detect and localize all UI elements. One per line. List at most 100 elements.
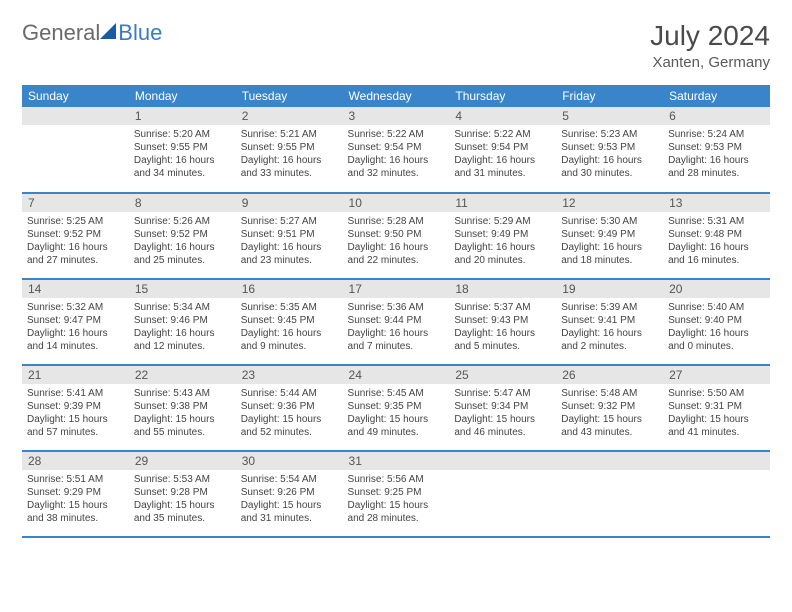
daylight-text: Daylight: 15 hours and 35 minutes. xyxy=(134,499,231,525)
weekday-sunday: Sunday xyxy=(22,85,129,107)
sunset-text: Sunset: 9:52 PM xyxy=(27,228,124,241)
day-info: Sunrise: 5:22 AMSunset: 9:54 PMDaylight:… xyxy=(343,125,450,185)
day-info: Sunrise: 5:41 AMSunset: 9:39 PMDaylight:… xyxy=(22,384,129,444)
day-number: 15 xyxy=(129,280,236,298)
daylight-text: Daylight: 16 hours and 28 minutes. xyxy=(668,154,765,180)
sunrise-text: Sunrise: 5:50 AM xyxy=(668,387,765,400)
sunset-text: Sunset: 9:55 PM xyxy=(134,141,231,154)
day-number: 6 xyxy=(663,107,770,125)
sunrise-text: Sunrise: 5:37 AM xyxy=(454,301,551,314)
sunset-text: Sunset: 9:50 PM xyxy=(348,228,445,241)
calendar-cell: 28Sunrise: 5:51 AMSunset: 9:29 PMDayligh… xyxy=(22,451,129,537)
sunset-text: Sunset: 9:45 PM xyxy=(241,314,338,327)
daylight-text: Daylight: 15 hours and 38 minutes. xyxy=(27,499,124,525)
day-info: Sunrise: 5:36 AMSunset: 9:44 PMDaylight:… xyxy=(343,298,450,358)
calendar-week-row: 28Sunrise: 5:51 AMSunset: 9:29 PMDayligh… xyxy=(22,451,770,537)
logo-text-blue: Blue xyxy=(118,20,162,46)
day-info: Sunrise: 5:39 AMSunset: 9:41 PMDaylight:… xyxy=(556,298,663,358)
sunrise-text: Sunrise: 5:22 AM xyxy=(348,128,445,141)
calendar-week-row: 21Sunrise: 5:41 AMSunset: 9:39 PMDayligh… xyxy=(22,365,770,451)
header: General Blue July 2024 Xanten, Germany xyxy=(22,20,770,71)
weekday-monday: Monday xyxy=(129,85,236,107)
day-number: 23 xyxy=(236,366,343,384)
sunrise-text: Sunrise: 5:41 AM xyxy=(27,387,124,400)
day-number: 12 xyxy=(556,194,663,212)
day-info: Sunrise: 5:54 AMSunset: 9:26 PMDaylight:… xyxy=(236,470,343,530)
calendar-cell: 17Sunrise: 5:36 AMSunset: 9:44 PMDayligh… xyxy=(343,279,450,365)
day-number: 27 xyxy=(663,366,770,384)
title-block: July 2024 Xanten, Germany xyxy=(650,20,770,71)
sunrise-text: Sunrise: 5:53 AM xyxy=(134,473,231,486)
calendar-cell xyxy=(556,451,663,537)
day-number: 29 xyxy=(129,452,236,470)
day-info: Sunrise: 5:44 AMSunset: 9:36 PMDaylight:… xyxy=(236,384,343,444)
calendar-cell: 5Sunrise: 5:23 AMSunset: 9:53 PMDaylight… xyxy=(556,107,663,193)
sunset-text: Sunset: 9:39 PM xyxy=(27,400,124,413)
day-number: 17 xyxy=(343,280,450,298)
weekday-thursday: Thursday xyxy=(449,85,556,107)
calendar-cell: 7Sunrise: 5:25 AMSunset: 9:52 PMDaylight… xyxy=(22,193,129,279)
calendar-cell: 13Sunrise: 5:31 AMSunset: 9:48 PMDayligh… xyxy=(663,193,770,279)
sunset-text: Sunset: 9:44 PM xyxy=(348,314,445,327)
day-number: 5 xyxy=(556,107,663,125)
sunset-text: Sunset: 9:26 PM xyxy=(241,486,338,499)
calendar-head: Sunday Monday Tuesday Wednesday Thursday… xyxy=(22,85,770,107)
calendar-cell: 4Sunrise: 5:22 AMSunset: 9:54 PMDaylight… xyxy=(449,107,556,193)
sunset-text: Sunset: 9:52 PM xyxy=(134,228,231,241)
sunset-text: Sunset: 9:43 PM xyxy=(454,314,551,327)
day-info: Sunrise: 5:28 AMSunset: 9:50 PMDaylight:… xyxy=(343,212,450,272)
day-info: Sunrise: 5:56 AMSunset: 9:25 PMDaylight:… xyxy=(343,470,450,530)
day-number: 26 xyxy=(556,366,663,384)
day-info: Sunrise: 5:20 AMSunset: 9:55 PMDaylight:… xyxy=(129,125,236,185)
sunrise-text: Sunrise: 5:28 AM xyxy=(348,215,445,228)
sunrise-text: Sunrise: 5:56 AM xyxy=(348,473,445,486)
logo-triangle-icon xyxy=(100,23,116,39)
sunrise-text: Sunrise: 5:23 AM xyxy=(561,128,658,141)
sunrise-text: Sunrise: 5:30 AM xyxy=(561,215,658,228)
sunrise-text: Sunrise: 5:34 AM xyxy=(134,301,231,314)
sunrise-text: Sunrise: 5:26 AM xyxy=(134,215,231,228)
calendar-cell xyxy=(449,451,556,537)
calendar-cell: 2Sunrise: 5:21 AMSunset: 9:55 PMDaylight… xyxy=(236,107,343,193)
daylight-text: Daylight: 15 hours and 41 minutes. xyxy=(668,413,765,439)
daylight-text: Daylight: 16 hours and 23 minutes. xyxy=(241,241,338,267)
day-number: 8 xyxy=(129,194,236,212)
day-info: Sunrise: 5:24 AMSunset: 9:53 PMDaylight:… xyxy=(663,125,770,185)
calendar-cell: 30Sunrise: 5:54 AMSunset: 9:26 PMDayligh… xyxy=(236,451,343,537)
daylight-text: Daylight: 15 hours and 43 minutes. xyxy=(561,413,658,439)
calendar-cell: 14Sunrise: 5:32 AMSunset: 9:47 PMDayligh… xyxy=(22,279,129,365)
sunrise-text: Sunrise: 5:39 AM xyxy=(561,301,658,314)
day-info: Sunrise: 5:35 AMSunset: 9:45 PMDaylight:… xyxy=(236,298,343,358)
day-info: Sunrise: 5:30 AMSunset: 9:49 PMDaylight:… xyxy=(556,212,663,272)
daylight-text: Daylight: 16 hours and 22 minutes. xyxy=(348,241,445,267)
sunrise-text: Sunrise: 5:48 AM xyxy=(561,387,658,400)
daylight-text: Daylight: 16 hours and 7 minutes. xyxy=(348,327,445,353)
sunset-text: Sunset: 9:31 PM xyxy=(668,400,765,413)
calendar-cell: 15Sunrise: 5:34 AMSunset: 9:46 PMDayligh… xyxy=(129,279,236,365)
day-number xyxy=(663,452,770,470)
sunrise-text: Sunrise: 5:22 AM xyxy=(454,128,551,141)
daylight-text: Daylight: 16 hours and 18 minutes. xyxy=(561,241,658,267)
calendar-week-row: 14Sunrise: 5:32 AMSunset: 9:47 PMDayligh… xyxy=(22,279,770,365)
sunrise-text: Sunrise: 5:36 AM xyxy=(348,301,445,314)
daylight-text: Daylight: 15 hours and 52 minutes. xyxy=(241,413,338,439)
sunset-text: Sunset: 9:54 PM xyxy=(454,141,551,154)
weekday-row: Sunday Monday Tuesday Wednesday Thursday… xyxy=(22,85,770,107)
day-info: Sunrise: 5:26 AMSunset: 9:52 PMDaylight:… xyxy=(129,212,236,272)
calendar-cell: 24Sunrise: 5:45 AMSunset: 9:35 PMDayligh… xyxy=(343,365,450,451)
day-number: 7 xyxy=(22,194,129,212)
location-text: Xanten, Germany xyxy=(650,54,770,71)
calendar-cell: 29 Sunrise: 5:53 AMSunset: 9:28 PMDayligh… xyxy=(129,451,236,537)
sunset-text: Sunset: 9:28 PM xyxy=(134,486,231,499)
day-info: Sunrise: 5:45 AMSunset: 9:35 PMDaylight:… xyxy=(343,384,450,444)
day-number xyxy=(449,452,556,470)
sunrise-text: Sunrise: 5:43 AM xyxy=(134,387,231,400)
day-info: Sunrise: 5:27 AMSunset: 9:51 PMDaylight:… xyxy=(236,212,343,272)
calendar-cell: 16Sunrise: 5:35 AMSunset: 9:45 PMDayligh… xyxy=(236,279,343,365)
calendar-cell: 10Sunrise: 5:28 AMSunset: 9:50 PMDayligh… xyxy=(343,193,450,279)
sunrise-text: Sunrise: 5:24 AM xyxy=(668,128,765,141)
sunset-text: Sunset: 9:54 PM xyxy=(348,141,445,154)
calendar-cell: 25Sunrise: 5:47 AMSunset: 9:34 PMDayligh… xyxy=(449,365,556,451)
day-info: Sunrise: 5:22 AMSunset: 9:54 PMDaylight:… xyxy=(449,125,556,185)
calendar-cell: 31Sunrise: 5:56 AMSunset: 9:25 PMDayligh… xyxy=(343,451,450,537)
